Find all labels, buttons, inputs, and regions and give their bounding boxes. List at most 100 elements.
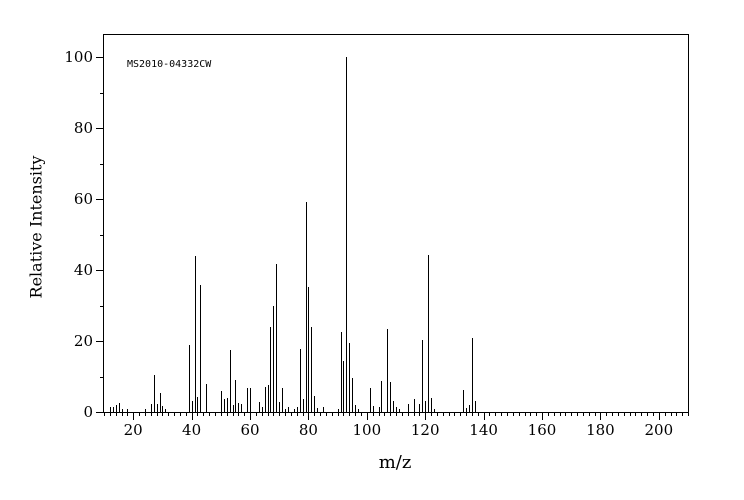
spectrum-peak — [127, 408, 129, 412]
y-tick-label: 80 — [73, 119, 93, 138]
x-minor-tick — [302, 412, 304, 416]
x-minor-tick — [670, 412, 672, 416]
x-axis-title: m/z — [378, 452, 412, 473]
spectrum-peak — [352, 377, 354, 412]
spectrum-peak — [261, 407, 263, 412]
spectrum-peak — [428, 254, 430, 412]
x-minor-tick — [676, 412, 678, 416]
spectrum-peak — [343, 361, 345, 412]
x-tick-label: 60 — [240, 421, 260, 439]
spectrum-peak — [355, 404, 357, 412]
x-minor-tick — [174, 412, 176, 416]
x-minor-tick — [232, 412, 234, 416]
x-minor-tick — [331, 412, 333, 416]
x-minor-tick — [460, 412, 462, 416]
spectrum-peak — [323, 406, 324, 412]
spectrum-peak — [144, 409, 146, 412]
y-major-tick — [96, 128, 104, 130]
x-minor-tick — [314, 412, 316, 416]
x-minor-tick — [290, 412, 292, 416]
x-minor-tick — [320, 412, 322, 416]
y-minor-tick — [100, 376, 104, 378]
spectrum-peak — [247, 387, 249, 412]
x-minor-tick — [577, 412, 578, 416]
spectrum-peak — [346, 57, 348, 412]
spectrum-peak — [238, 403, 240, 412]
spectrum-peak — [387, 329, 389, 412]
x-major-tick — [250, 412, 251, 420]
x-major-tick — [542, 412, 543, 420]
x-minor-tick — [419, 412, 421, 416]
y-major-tick — [96, 199, 104, 201]
spectrum-peak — [118, 402, 120, 412]
spectrum-peak — [296, 407, 298, 412]
x-minor-tick — [594, 412, 596, 416]
spectrum-peak — [194, 256, 196, 412]
x-major-tick — [191, 412, 193, 420]
x-minor-tick — [238, 412, 240, 416]
x-minor-tick — [355, 412, 357, 416]
y-tick-label: 0 — [83, 403, 93, 421]
x-minor-tick — [121, 412, 123, 416]
x-tick-label: 140 — [469, 421, 498, 439]
spectrum-peak — [299, 348, 301, 412]
spectrum-peak — [165, 408, 167, 412]
spectrum-peak — [285, 408, 286, 412]
spectrum-peak — [264, 387, 266, 412]
x-minor-tick — [617, 412, 619, 416]
x-minor-tick — [623, 412, 625, 416]
x-minor-tick — [688, 412, 689, 416]
spectrum-peak — [466, 407, 468, 412]
spectrum-peak — [276, 263, 278, 412]
x-minor-tick — [635, 412, 637, 416]
spectrum-peak — [337, 408, 339, 412]
y-tick-label: 100 — [64, 48, 93, 67]
plot-area: MS2010-04332CW 20 40 60 80 100 120 140 160 180 20… — [64, 34, 689, 439]
x-minor-tick — [559, 412, 561, 416]
x-minor-tick — [361, 412, 362, 416]
x-minor-tick — [401, 412, 403, 416]
spectrum-peak — [393, 401, 395, 412]
spectrum-peak — [422, 340, 424, 412]
y-major-tick — [96, 341, 104, 343]
x-minor-tick — [150, 412, 152, 416]
spectrum-peak — [150, 403, 152, 412]
y-minor-tick — [100, 163, 104, 165]
y-tick-label: 60 — [73, 190, 93, 209]
spectrum-peak — [235, 380, 237, 412]
spectrum-peak — [311, 327, 313, 412]
spectrum-peak — [469, 405, 470, 412]
spectrum-peak — [378, 406, 380, 412]
x-minor-tick — [436, 412, 438, 416]
spectrum-peak — [419, 403, 421, 412]
spectrum-peak — [241, 403, 243, 412]
x-minor-tick — [197, 412, 199, 416]
spectrum-peak — [258, 402, 260, 412]
y-minor-tick — [100, 234, 104, 236]
x-minor-tick — [442, 412, 444, 416]
spectrum-peak — [396, 406, 397, 412]
x-minor-tick — [255, 412, 257, 416]
x-tick-label: 40 — [182, 421, 202, 439]
spectrum-peak — [372, 405, 374, 412]
x-minor-tick — [296, 412, 298, 416]
x-minor-tick — [629, 412, 631, 416]
x-minor-tick — [337, 412, 339, 416]
x-tick-label: 20 — [123, 421, 143, 439]
x-minor-tick — [209, 412, 211, 416]
spectrum-peak — [250, 387, 251, 412]
spectrum-peak — [471, 338, 473, 412]
x-minor-tick — [664, 412, 666, 416]
x-minor-tick — [244, 412, 246, 416]
spectrum-peak — [349, 342, 351, 412]
x-minor-tick — [507, 412, 508, 416]
spectrum-peak — [308, 286, 310, 412]
y-major-tick — [96, 57, 104, 59]
spectrum-peak — [109, 407, 111, 412]
spectrum-peak — [226, 398, 228, 412]
x-minor-tick — [606, 412, 608, 416]
spectrum-peak — [474, 400, 476, 412]
spectrum-peak — [390, 382, 392, 412]
x-minor-tick — [156, 412, 158, 416]
x-minor-tick — [477, 412, 479, 416]
